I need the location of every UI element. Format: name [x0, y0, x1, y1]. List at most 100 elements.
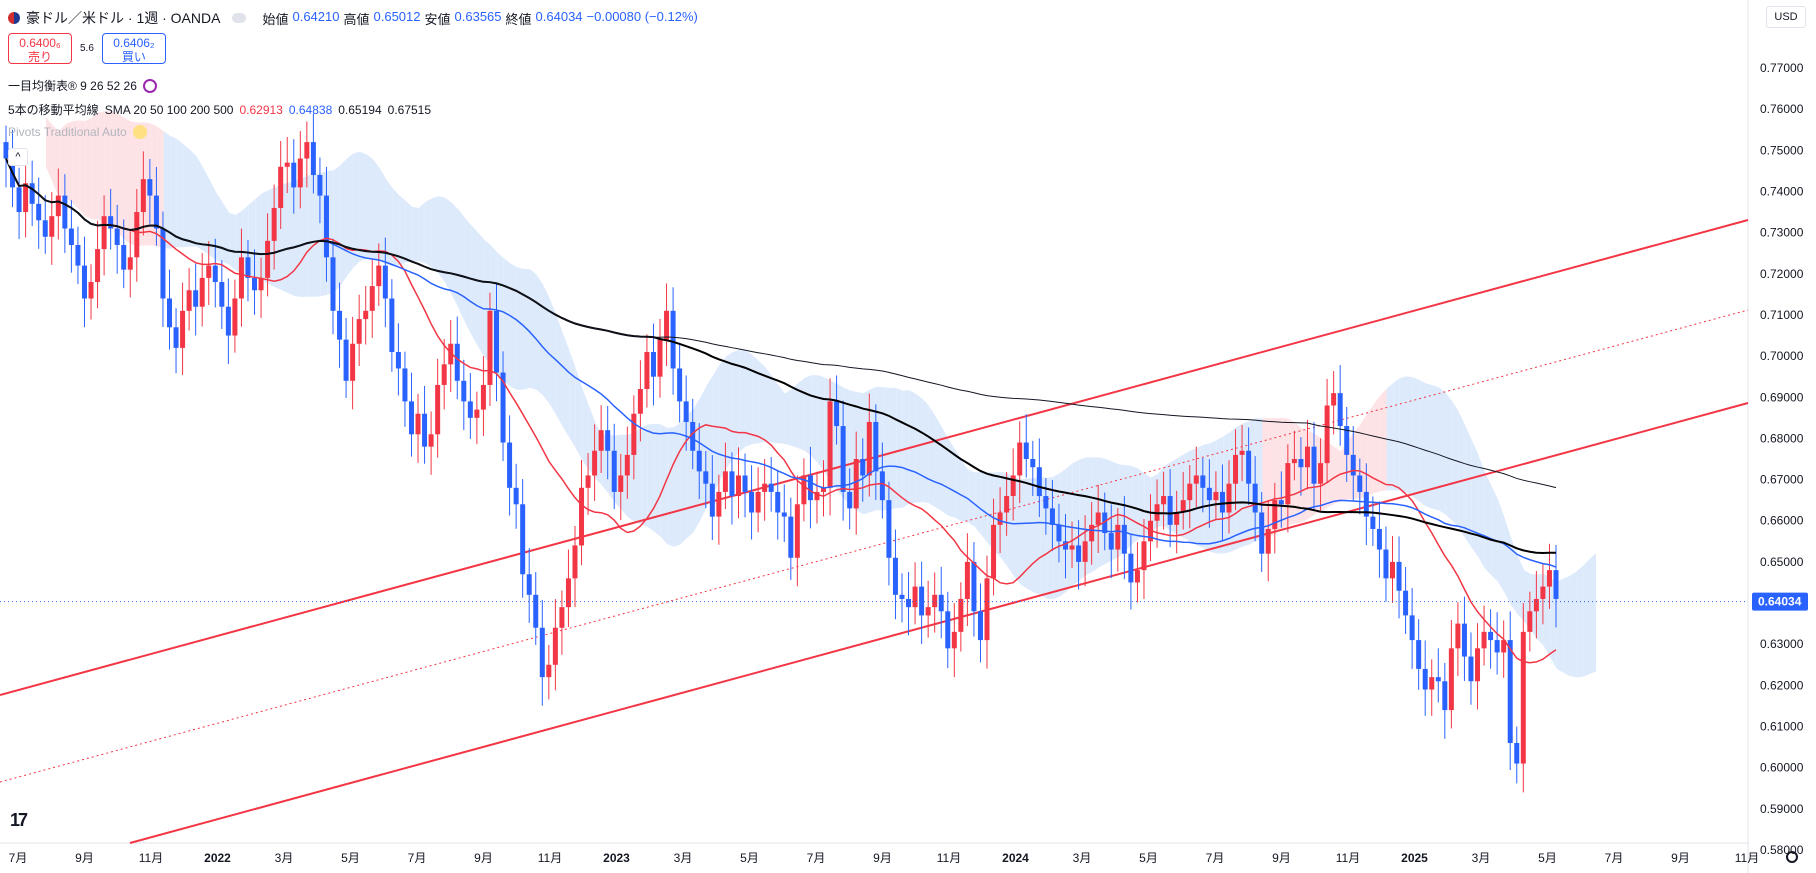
price-tick-label: 0.65000: [1760, 555, 1804, 569]
time-tick-label: 2023: [603, 851, 630, 865]
time-tick-label: 7月: [1605, 851, 1624, 865]
ichimoku-cloud-segment: [340, 158, 347, 286]
ichimoku-cloud-segment: [1439, 387, 1446, 515]
candle-body: [206, 265, 212, 278]
candle-body: [860, 459, 866, 476]
candle-body: [1206, 487, 1212, 501]
collapse-legend-button[interactable]: ^: [8, 148, 28, 166]
ichimoku-cloud-segment: [1190, 447, 1198, 546]
ichimoku-cloud-segment: [536, 274, 544, 396]
ichimoku-cloud-segment: [124, 118, 132, 245]
currency-select[interactable]: USD: [1766, 6, 1806, 28]
tradingview-logo[interactable]: 17: [10, 810, 28, 830]
candle-body: [1213, 491, 1219, 501]
candle-body: [382, 265, 388, 299]
candle-body: [814, 491, 820, 501]
ichimoku-cloud-segment: [1053, 473, 1060, 600]
ichimoku-cloud-segment: [1497, 499, 1505, 593]
ichimoku-cloud-segment: [1478, 454, 1485, 569]
ichimoku-cloud-segment: [503, 258, 511, 387]
candle-body: [703, 471, 709, 484]
ichimoku-cloud-segment: [46, 117, 53, 183]
ichimoku-cloud-segment: [1425, 383, 1433, 509]
ichimoku-cloud-segment: [667, 427, 674, 547]
ichimoku-cloud-segment: [1569, 571, 1577, 678]
candle-body: [1448, 648, 1454, 711]
ichimoku-cloud-segment: [399, 195, 406, 266]
candle-body: [1318, 463, 1324, 484]
candle-body: [389, 298, 395, 352]
sell-button[interactable]: 0.6400₆ 売り: [8, 33, 72, 64]
candle-body: [193, 290, 199, 307]
ichimoku-cloud-segment: [915, 393, 923, 503]
candle-body: [1219, 491, 1225, 513]
candle-body: [729, 471, 735, 497]
candle-body: [1416, 640, 1422, 669]
candle-body: [1036, 467, 1042, 497]
ichimoku-cloud-segment: [373, 159, 380, 260]
ichimoku-cloud-segment: [1020, 478, 1028, 589]
candle-body: [624, 454, 630, 476]
price-tick-label: 0.71000: [1760, 308, 1804, 322]
trade-buttons: 0.6400₆ 売り 5.6 0.6406₂ 買い: [8, 33, 166, 64]
candle-body: [265, 240, 271, 278]
candle-body: [271, 207, 277, 241]
ichimoku-cloud-segment: [811, 375, 818, 463]
ichimoku-cloud-segment: [444, 197, 452, 295]
ichimoku-cloud-segment: [1033, 476, 1041, 595]
ichimoku-cloud-segment: [726, 352, 733, 469]
candle-body: [546, 664, 552, 678]
symbol-title[interactable]: 豪ドル／米ドル · 1週 · OANDA: [26, 10, 221, 26]
candle-body: [1056, 524, 1062, 542]
ichimoku-cloud-segment: [222, 202, 230, 265]
candle-body: [422, 413, 428, 447]
candle-body: [696, 450, 702, 472]
ichimoku-cloud-segment: [1000, 471, 1008, 567]
candle-body: [252, 277, 258, 291]
indicator-pivots[interactable]: Pivots Traditional Auto: [8, 125, 147, 139]
time-tick-label: 9月: [75, 851, 94, 865]
candle-body: [618, 475, 624, 492]
candle-body: [16, 187, 22, 213]
ichimoku-cloud-segment: [412, 206, 419, 262]
candle-body: [1095, 512, 1101, 525]
candle-body: [552, 627, 558, 665]
ichimoku-cloud-segment: [209, 179, 217, 261]
time-tick-label: 11月: [538, 851, 562, 865]
candle-body: [36, 203, 42, 221]
candle-body: [238, 257, 244, 299]
ichimoku-cloud-segment: [1471, 439, 1479, 558]
candle-body: [840, 426, 846, 492]
price-tick-label: 0.59000: [1760, 802, 1804, 816]
refresh-icon[interactable]: [142, 78, 157, 93]
legend-toggle-icon[interactable]: [232, 13, 247, 23]
ichimoku-cloud-segment: [458, 208, 465, 322]
candle-body: [49, 216, 55, 237]
ichimoku-cloud-segment: [176, 138, 184, 248]
ichimoku-cloud-segment: [471, 224, 478, 346]
candle-body: [1167, 496, 1173, 525]
ichimoku-cloud-segment: [229, 212, 236, 271]
candle-body: [1023, 442, 1029, 459]
candle-body: [997, 512, 1003, 525]
candle-body: [526, 574, 532, 595]
ichimoku-cloud-segment: [85, 117, 92, 220]
ichimoku-cloud-segment: [202, 167, 210, 256]
candle-body: [55, 195, 61, 217]
ichimoku-cloud-segment: [968, 469, 975, 527]
candle-body: [657, 339, 663, 377]
indicator-sma[interactable]: 5本の移動平均線 SMA 20 50 100 200 500 0.62913 0…: [8, 102, 432, 118]
time-tick-label: 2024: [1002, 851, 1029, 865]
ichimoku-cloud-segment: [1340, 440, 1348, 502]
candle-body: [1115, 524, 1121, 550]
ichimoku-cloud-segment: [418, 202, 426, 264]
ichimoku-cloud-segment: [510, 263, 517, 390]
ichimoku-cloud-segment: [1556, 578, 1564, 673]
indicator-ichimoku[interactable]: 一目均衡表® 9 26 52 26: [8, 77, 157, 94]
pivot-icon: [132, 125, 147, 139]
buy-button[interactable]: 0.6406₂ 買い: [101, 33, 166, 64]
ichimoku-cloud-segment: [758, 361, 766, 444]
candle-body: [977, 611, 983, 641]
settings-gear-icon[interactable]: [1786, 851, 1798, 863]
